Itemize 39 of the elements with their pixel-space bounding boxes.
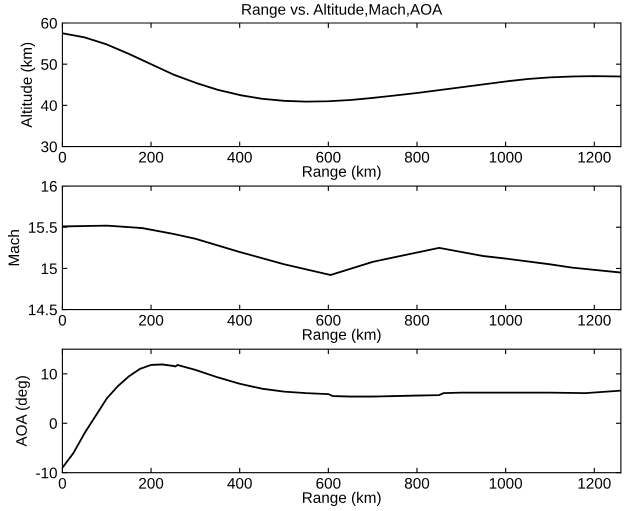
y-tick-label: 16 (42, 180, 57, 192)
y-tick-label: 30 (41, 141, 57, 152)
x-tick-label: 200 (139, 478, 164, 489)
x-tick-label: 1000 (490, 314, 522, 326)
x-tick-label: 1200 (578, 314, 611, 326)
x-axis-title: Range (km) (302, 166, 381, 180)
y-tick-label: 60 (41, 18, 57, 29)
x-tick-label: 1200 (578, 478, 611, 489)
y-tick-label: 15.5 (28, 222, 57, 233)
chart-title: Range vs. Altitude,Mach,AOA (242, 4, 442, 18)
x-axis-title: Range (km) (302, 328, 381, 343)
x-tick-label: 1200 (578, 152, 611, 163)
x-tick-label: 600 (316, 152, 340, 163)
y-tick-label: -10 (36, 468, 57, 478)
x-tick-label: 800 (404, 314, 430, 326)
y-tick-label: 0 (50, 418, 57, 429)
x-tick-label: 800 (404, 478, 430, 489)
x-tick-label: 0 (58, 478, 66, 489)
x-tick-label: 800 (404, 152, 430, 163)
x-tick-label: 400 (227, 314, 252, 326)
y-tick-label: 40 (40, 100, 57, 112)
y-tick-label: 14.5 (28, 304, 57, 316)
x-axis-title: Range (km) (302, 492, 381, 506)
x-tick-label: 600 (316, 478, 340, 489)
x-tick-label: 0 (58, 314, 66, 326)
y-axis-title: AOA (deg) (16, 376, 30, 447)
x-tick-label: 200 (139, 314, 164, 326)
x-tick-label: 400 (227, 152, 252, 163)
x-tick-label: 1000 (490, 478, 522, 489)
x-tick-label: 400 (227, 478, 252, 489)
y-tick-label: 15 (42, 263, 57, 274)
y-tick-label: 50 (41, 59, 57, 70)
x-tick-label: 200 (139, 152, 164, 163)
y-axis-title: Altitude (km) (20, 42, 35, 128)
x-tick-label: 600 (316, 314, 340, 326)
y-axis-title: Mach (8, 230, 20, 266)
x-tick-label: 0 (58, 152, 66, 163)
x-tick-label: 1000 (490, 152, 522, 163)
y-tick-label: 10 (42, 368, 57, 380)
